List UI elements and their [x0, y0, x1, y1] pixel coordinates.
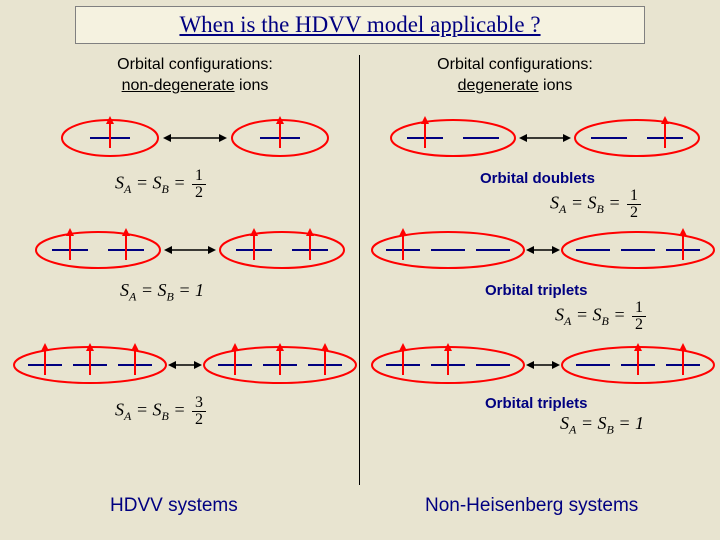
left-row3-diagram	[10, 335, 360, 390]
left-row2-diagram	[30, 220, 350, 275]
right-row2-diagram	[368, 220, 718, 275]
right-row1-diagram	[385, 108, 705, 163]
left-eq1: SA = SB = 12	[115, 168, 206, 201]
left-col-header: Orbital configurations: non-degenerate i…	[90, 55, 300, 97]
left-eq2: SA = SB = 1	[120, 280, 204, 305]
label-doublets: Orbital doublets	[480, 170, 595, 187]
label-triplets1: Orbital triplets	[485, 282, 588, 299]
left-eq3: SA = SB = 32	[115, 395, 206, 428]
title-text: When is the HDVV model applicable ?	[179, 12, 540, 38]
label-triplets2: Orbital triplets	[485, 395, 588, 412]
title-box: When is the HDVV model applicable ?	[75, 6, 645, 44]
right-row3-diagram	[368, 335, 718, 390]
bottom-right-label: Non-Heisenberg systems	[425, 495, 638, 517]
left-row1-diagram	[55, 108, 335, 163]
right-eq2: SA = SB = 12	[555, 300, 646, 333]
right-eq3: SA = SB = 1	[560, 413, 644, 438]
right-eq1: SA = SB = 12	[550, 188, 641, 221]
right-col-header: Orbital configurations: degenerate ions	[410, 55, 620, 97]
bottom-left-label: HDVV systems	[110, 495, 238, 517]
divider	[359, 55, 360, 485]
